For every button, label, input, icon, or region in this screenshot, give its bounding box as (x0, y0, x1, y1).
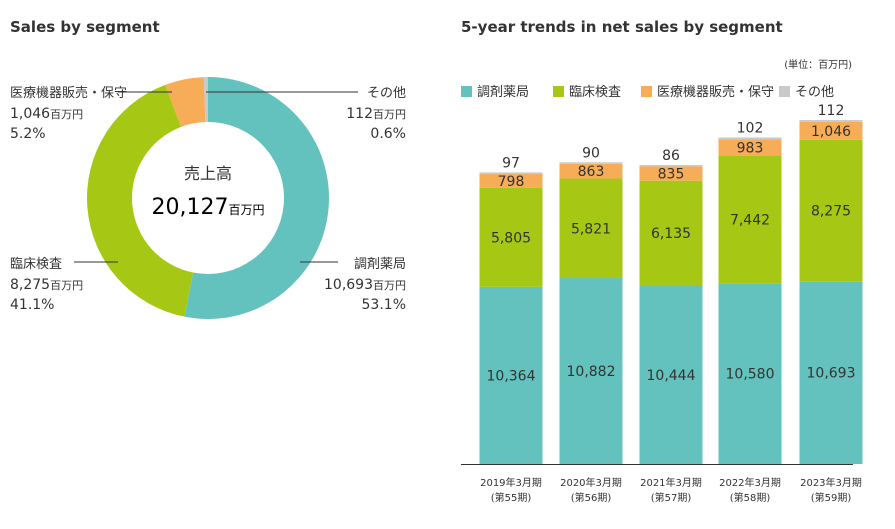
bar-4-series-2 (799, 121, 863, 140)
x-tick-sublabel-4: (第59期) (811, 491, 852, 504)
donut-center-label: 売上高 (184, 164, 232, 183)
x-tick-label-1: 2020年3月期 (560, 476, 622, 489)
slice-label-chozai: 調剤薬局 10,693百万円 53.1% (324, 256, 406, 313)
x-tick-sublabel-0: (第55期) (491, 491, 532, 504)
donut-center-unit: 百万円 (228, 203, 264, 217)
slice-name-iryo: 医療機器販売・保守 (10, 85, 127, 101)
legend-label-3: その他 (795, 85, 834, 100)
x-tick-label-0: 2019年3月期 (480, 476, 542, 489)
donut-slice-chozai (184, 77, 330, 320)
bar-label-1-series-1: 5,821 (571, 221, 611, 237)
bar-2-series-0 (639, 285, 703, 464)
slice-value-rinsho: 8,275百万円 (10, 277, 83, 293)
legend-swatch-1 (553, 86, 564, 97)
legend-swatch-3 (779, 86, 790, 97)
bar-label-2-series-1: 6,135 (651, 226, 691, 242)
legend-swatch-2 (641, 86, 652, 97)
bar-1-series-3 (559, 162, 623, 164)
bar-label-4-series-3: 112 (818, 103, 845, 119)
slice-value-sonota: 112百万円 (346, 106, 406, 122)
donut-slice-rinsho (87, 84, 194, 317)
slice-value-iryo: 1,046百万円 (10, 106, 83, 122)
donut-chart (87, 77, 330, 320)
slice-value-iryo-num: 1,046 (10, 106, 50, 122)
bar-label-3-series-0: 10,580 (726, 367, 775, 383)
bar-label-1-series-2: 863 (578, 164, 605, 180)
bar-label-0-series-1: 5,805 (491, 230, 531, 246)
bar-label-0-series-3: 97 (502, 155, 520, 171)
slice-value-rinsho-num: 8,275 (10, 277, 50, 293)
donut-title: Sales by segment (10, 18, 160, 36)
slice-value-chozai: 10,693百万円 (324, 277, 406, 293)
slice-value-rinsho-unit: 百万円 (50, 279, 83, 292)
x-tick-label-4: 2023年3月期 (800, 476, 862, 489)
bar-4-series-3 (799, 120, 863, 122)
bar-label-3-series-3: 102 (737, 120, 764, 136)
bar-2-series-3 (639, 164, 703, 167)
donut-slice-sonota (203, 77, 208, 123)
x-tick-label-3: 2022年3月期 (719, 476, 781, 489)
bar-1-series-0 (559, 278, 623, 464)
bar-0-series-3 (479, 172, 543, 175)
slice-percent-sonota: 0.6% (370, 126, 406, 142)
stacked-bars: 10,364 5,805 798 97 10,882 5,821 863 90 10,444 6,… (479, 103, 863, 464)
legend-label-0: 調剤薬局 (477, 84, 529, 100)
bar-label-2-series-2: 835 (658, 167, 685, 183)
bar-3-series-0 (718, 283, 782, 464)
slice-value-chozai-num: 10,693 (324, 277, 373, 293)
slice-value-sonota-unit: 百万円 (373, 108, 406, 121)
slice-name-chozai: 調剤薬局 (354, 256, 406, 272)
legend-label-1: 臨床検査 (569, 85, 621, 100)
bar-label-0-series-0: 10,364 (487, 368, 536, 384)
bar-2-series-1 (639, 180, 703, 286)
slice-value-chozai-unit: 百万円 (373, 279, 406, 292)
bar-4-series-1 (799, 139, 863, 282)
donut-center-value: 20,127 (152, 195, 229, 220)
legend: 調剤薬局 臨床検査 医療機器販売・保守 その他 (461, 84, 834, 100)
bar-label-1-series-3: 90 (582, 145, 600, 161)
bar-label-3-series-1: 7,442 (730, 213, 770, 229)
bar-4-series-0 (799, 281, 863, 464)
donut-center-total: 20,127百万円 (152, 195, 265, 220)
slice-percent-chozai: 53.1% (362, 297, 406, 313)
bar-3-series-2 (718, 139, 782, 157)
slice-percent-rinsho: 41.1% (10, 297, 54, 313)
unit-note: (単位：百万円) (784, 58, 852, 71)
donut-slice-iryo (165, 77, 206, 127)
bar-label-2-series-3: 86 (662, 148, 680, 164)
bar-label-4-series-0: 10,693 (807, 366, 856, 382)
slice-name-sonota: その他 (367, 86, 406, 101)
legend-label-2: 医療機器販売・保守 (657, 84, 774, 100)
bar-label-1-series-0: 10,882 (567, 364, 616, 380)
bar-0-series-1 (479, 187, 543, 287)
bar-0-series-2 (479, 174, 543, 188)
bar-3-series-3 (718, 137, 782, 140)
bar-label-2-series-0: 10,444 (647, 368, 696, 384)
bar-1-series-1 (559, 178, 623, 279)
x-axis-ticks: 2019年3月期 (第55期) 2020年3月期 (第56期) 2021年3月期 (第57… (480, 476, 862, 504)
x-tick-label-2: 2021年3月期 (640, 476, 702, 489)
bar-2-series-2 (639, 166, 703, 181)
slice-label-iryo: 医療機器販売・保守 1,046百万円 5.2% (10, 85, 127, 142)
bar-label-3-series-2: 983 (737, 141, 764, 157)
slice-label-sonota: その他 112百万円 0.6% (346, 86, 406, 142)
slice-name-rinsho: 臨床検査 (10, 257, 62, 272)
slice-percent-iryo: 5.2% (10, 126, 46, 142)
bar-chart-title: 5-year trends in net sales by segment (461, 18, 783, 36)
x-tick-sublabel-3: (第58期) (730, 491, 771, 504)
bar-1-series-2 (559, 163, 623, 179)
slice-value-sonota-num: 112 (346, 106, 373, 122)
legend-swatch-0 (461, 86, 472, 97)
bar-3-series-1 (718, 156, 782, 284)
bar-label-4-series-1: 8,275 (811, 204, 851, 220)
bar-label-0-series-2: 798 (498, 174, 525, 190)
slice-value-iryo-unit: 百万円 (50, 108, 83, 121)
bar-label-4-series-2: 1,046 (811, 124, 851, 140)
x-tick-sublabel-1: (第56期) (571, 491, 612, 504)
bar-0-series-0 (479, 286, 543, 464)
slice-label-rinsho: 臨床検査 8,275百万円 41.1% (10, 257, 83, 313)
x-tick-sublabel-2: (第57期) (651, 491, 692, 504)
